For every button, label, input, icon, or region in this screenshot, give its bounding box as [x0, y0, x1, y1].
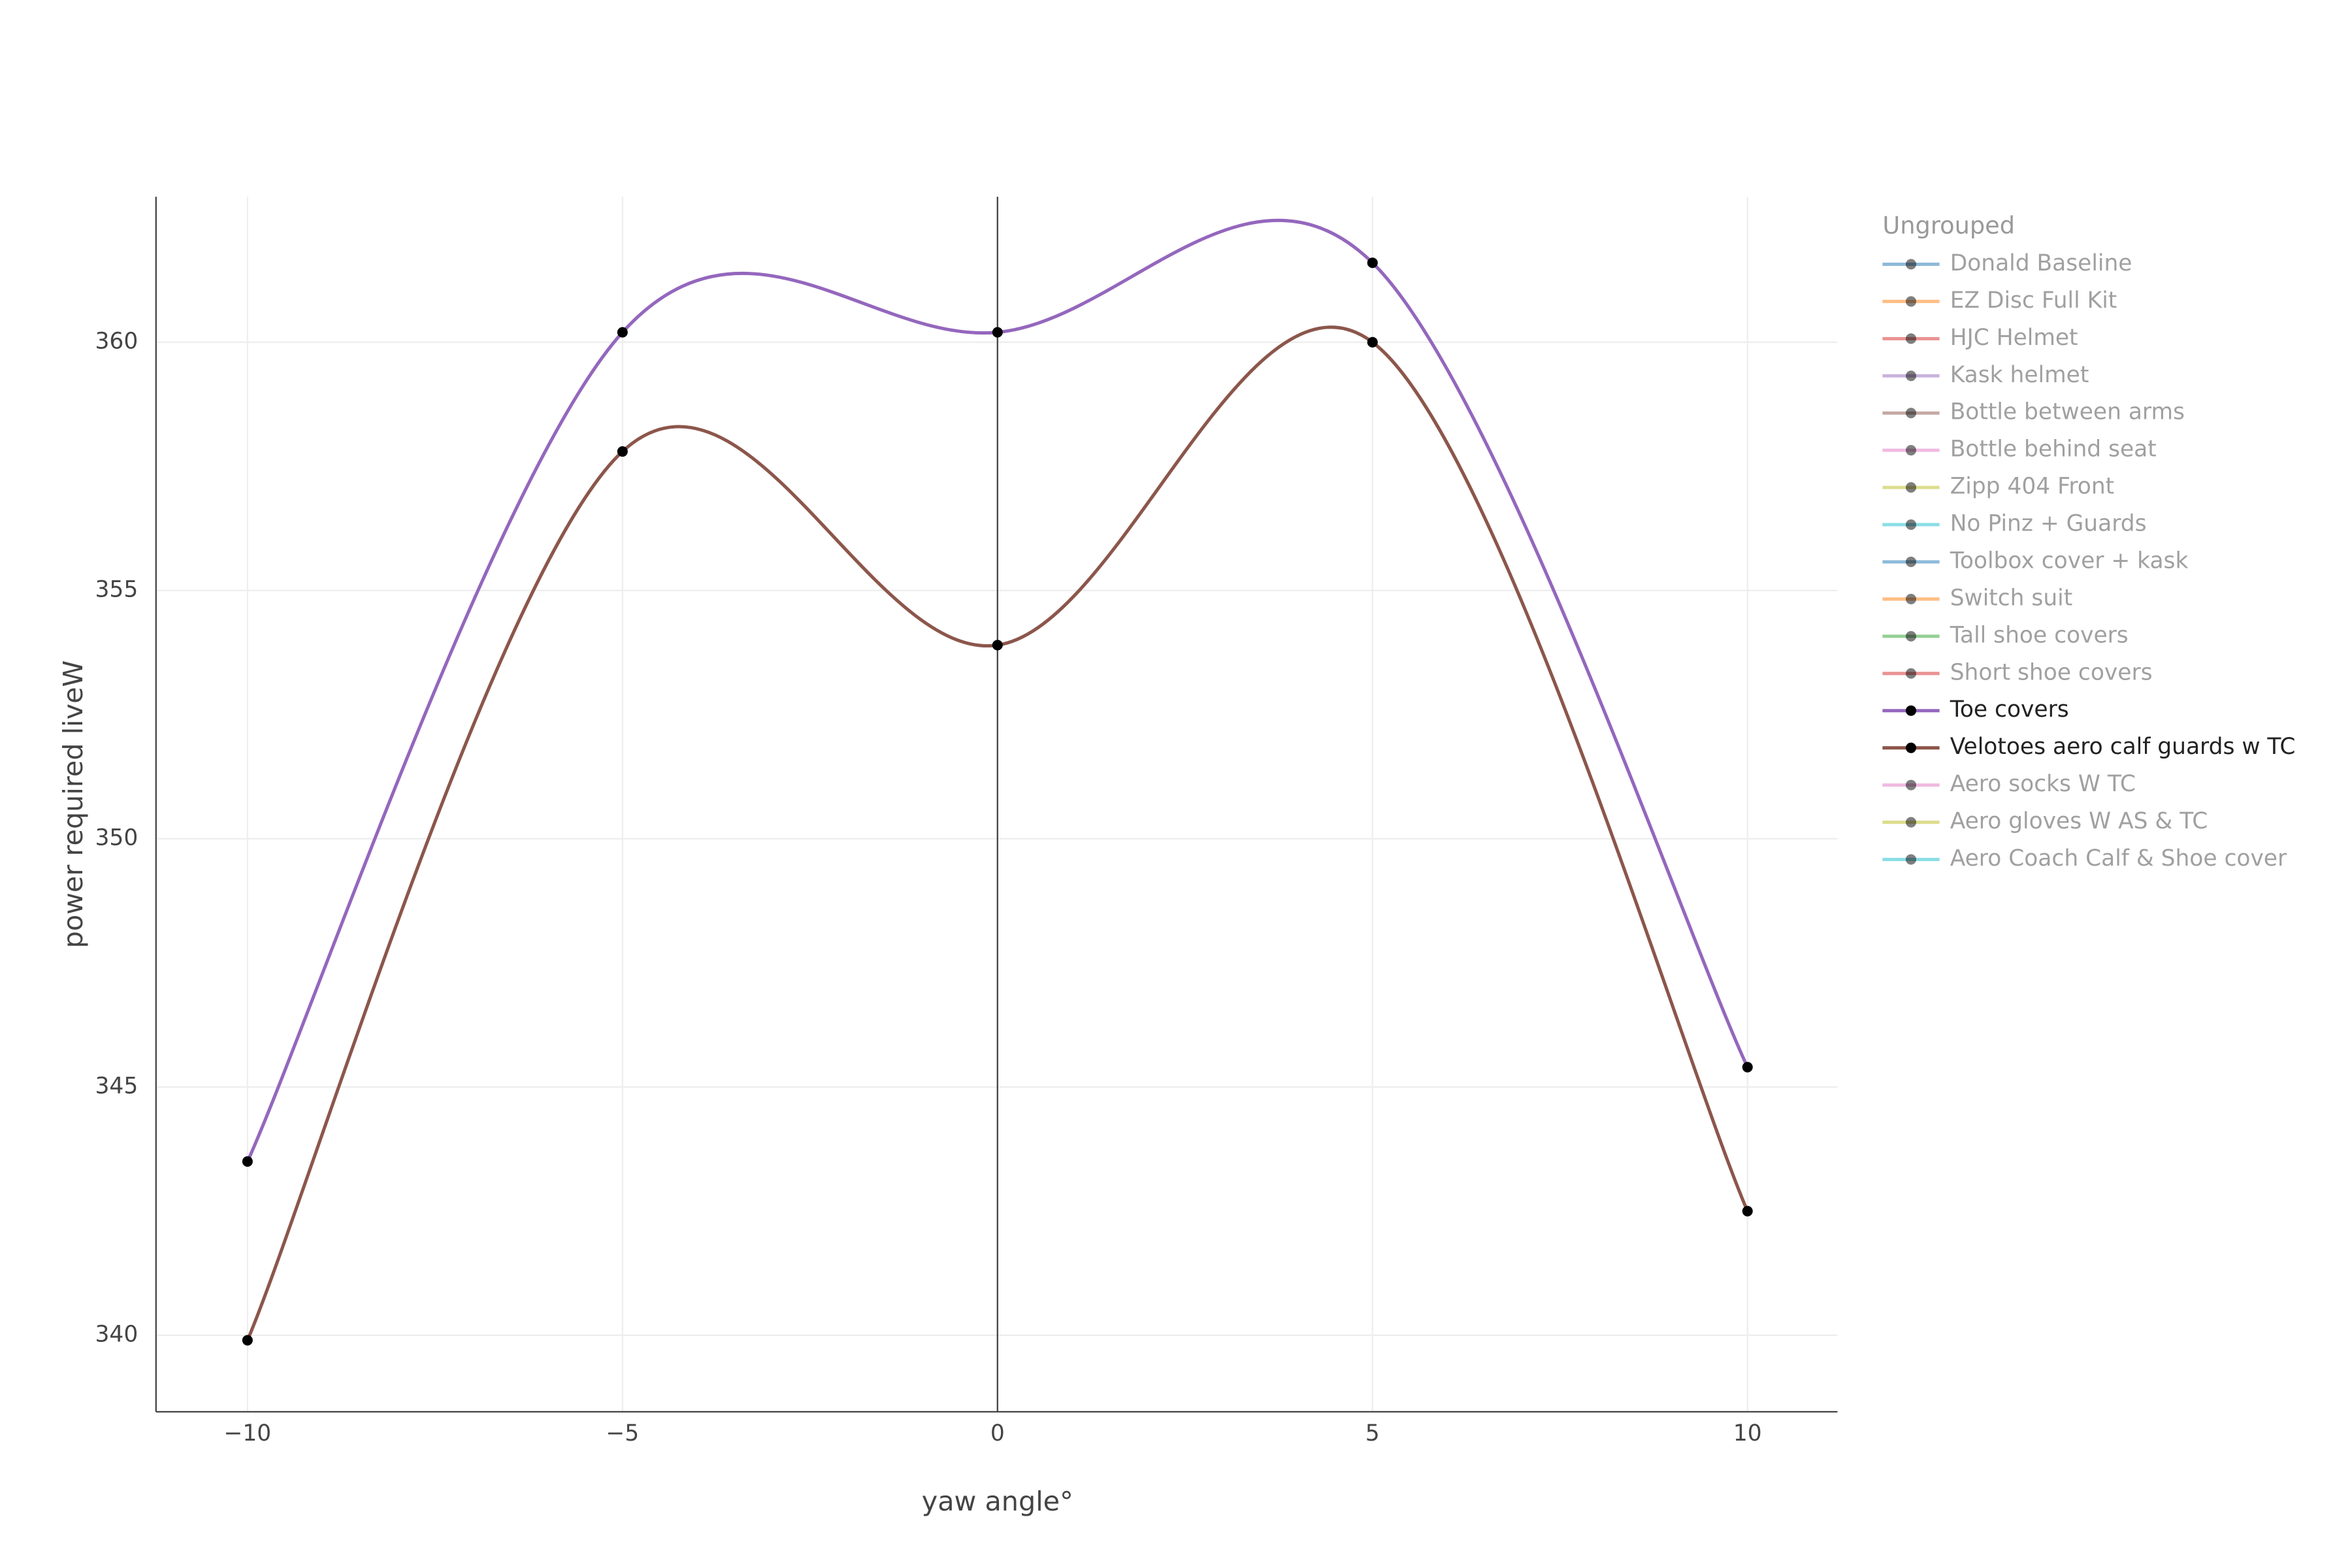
legend-marker[interactable]: [1905, 482, 1917, 493]
legend-entry[interactable]: Toolbox cover + kask: [1950, 547, 2189, 574]
data-point: [242, 1335, 253, 1346]
legend-entry[interactable]: Tall shoe covers: [1950, 622, 2129, 648]
data-point: [617, 446, 628, 457]
data-point: [617, 327, 628, 338]
legend-entry[interactable]: Aero gloves W AS & TC: [1950, 808, 2208, 834]
legend-entry[interactable]: Velotoes aero calf guards w TC: [1950, 734, 2296, 760]
legend-marker[interactable]: [1905, 556, 1917, 568]
legend-marker[interactable]: [1905, 593, 1917, 604]
legend-marker[interactable]: [1905, 668, 1917, 679]
legend-marker[interactable]: [1905, 519, 1917, 531]
legend-marker[interactable]: [1905, 630, 1917, 642]
legend-marker[interactable]: [1905, 370, 1917, 382]
data-point: [1367, 257, 1378, 269]
legend-entry[interactable]: Aero Coach Calf & Shoe cover: [1950, 845, 2287, 872]
legend-marker[interactable]: [1905, 705, 1917, 716]
data-point: [1742, 1205, 1753, 1217]
y-tick-label: 360: [95, 328, 139, 354]
x-tick-label: 10: [1733, 1420, 1762, 1446]
data-point: [1367, 336, 1378, 348]
x-tick-label: −10: [223, 1420, 271, 1446]
legend-marker[interactable]: [1905, 296, 1917, 307]
x-tick-label: 5: [1365, 1420, 1380, 1446]
x-tick-label: 0: [990, 1420, 1005, 1446]
legend-entry[interactable]: Toe covers: [1950, 696, 2069, 723]
legend-marker[interactable]: [1905, 408, 1917, 419]
legend-entry[interactable]: Switch suit: [1950, 585, 2073, 611]
legend-marker[interactable]: [1905, 445, 1917, 456]
y-axis-title: power required liveW: [57, 661, 89, 949]
legend-marker[interactable]: [1905, 333, 1917, 344]
legend-entry[interactable]: No Pinz + Guards: [1950, 511, 2147, 537]
legend-marker[interactable]: [1905, 817, 1917, 828]
y-tick-label: 355: [95, 576, 139, 602]
legend-marker[interactable]: [1905, 779, 1917, 791]
legend-entry[interactable]: Zipp 404 Front: [1950, 474, 2115, 500]
data-point: [242, 1156, 253, 1167]
data-point: [1742, 1062, 1753, 1073]
y-tick-label: 345: [95, 1073, 139, 1099]
legend-entry[interactable]: Bottle between arms: [1950, 399, 2185, 425]
x-tick-label: −5: [606, 1420, 639, 1446]
legend-entry[interactable]: EZ Disc Full Kit: [1950, 287, 2117, 314]
legend-marker[interactable]: [1905, 742, 1917, 753]
legend-entry[interactable]: Aero socks W TC: [1950, 771, 2136, 797]
legend-entry[interactable]: Donald Baseline: [1950, 250, 2132, 276]
legend-entry[interactable]: HJC Helmet: [1950, 325, 2078, 351]
legend-entry[interactable]: Short shoe covers: [1950, 659, 2153, 685]
legend-title: Ungrouped: [1882, 212, 2015, 240]
y-tick-label: 340: [95, 1321, 139, 1347]
data-point: [992, 327, 1003, 338]
legend-entry[interactable]: Kask helmet: [1950, 362, 2089, 388]
data-point: [992, 640, 1003, 651]
y-tick-label: 350: [95, 825, 139, 851]
legend-entry[interactable]: Bottle behind seat: [1950, 436, 2157, 463]
x-axis-title: yaw angle°: [922, 1486, 1073, 1517]
legend-marker[interactable]: [1905, 854, 1917, 865]
legend-marker[interactable]: [1905, 259, 1917, 270]
